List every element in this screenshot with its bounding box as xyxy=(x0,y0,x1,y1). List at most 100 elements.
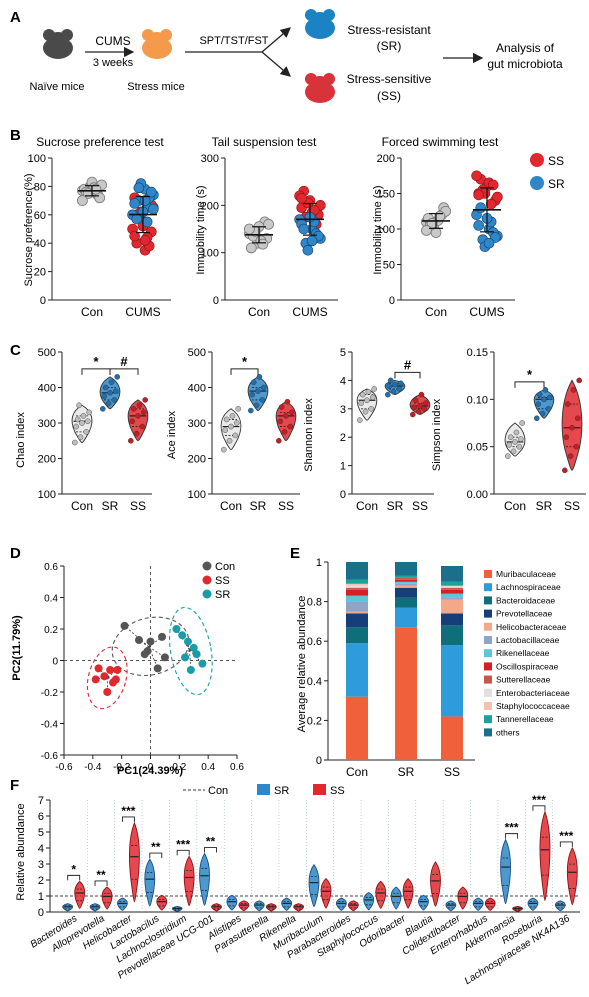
d-ytick-label: 0.6 xyxy=(44,562,58,573)
c2-point xyxy=(235,405,241,412)
e-bar-rikenellaceae xyxy=(395,581,417,584)
e-legend-label: others xyxy=(496,727,520,737)
f-violin-ss xyxy=(347,900,359,912)
f-violin-sr xyxy=(500,838,511,905)
c1-point xyxy=(83,429,90,435)
b1-ytick-label: 0 xyxy=(40,295,46,307)
d-point-ss xyxy=(91,675,100,684)
e-bar-prevotellaceae xyxy=(441,613,463,626)
c2-point xyxy=(255,388,261,394)
c3-ytick-label: 3 xyxy=(340,404,346,416)
c3-point xyxy=(358,400,365,406)
c1-point xyxy=(80,413,87,419)
b1-ytick-label: 40 xyxy=(34,238,46,250)
c1-point xyxy=(101,393,108,400)
c4-point xyxy=(519,420,526,426)
e-bar-helicobacteraceae xyxy=(346,611,368,614)
b2-ss-point xyxy=(296,192,307,204)
c3-point xyxy=(397,380,404,387)
c2-point xyxy=(275,437,282,444)
d-ytick-label: -0.4 xyxy=(41,720,59,731)
f-sig-label: * xyxy=(71,862,76,876)
c4-point xyxy=(546,394,553,401)
f-violin-sr xyxy=(418,894,429,911)
c4-point xyxy=(510,448,517,455)
d-legend-marker xyxy=(202,589,212,599)
c4-point xyxy=(539,410,546,417)
b1-sr-point xyxy=(133,182,145,194)
e-legend-swatch xyxy=(484,596,492,605)
panel-c-letter: C xyxy=(10,342,21,359)
b1-con-point xyxy=(77,195,88,207)
c1-xtick-label: Con xyxy=(71,499,93,513)
c2-point xyxy=(277,418,284,425)
c4-point xyxy=(507,434,514,441)
c4-xtick-label: Con xyxy=(504,499,526,513)
e-legend-label: Rikenellaceae xyxy=(496,648,550,658)
b2-sr-point xyxy=(298,223,310,235)
f-sig-bracket xyxy=(204,847,217,853)
c1-point xyxy=(72,439,78,446)
c3-point xyxy=(386,383,393,389)
panel-e: E Average relative abundance 00.20.40.60… xyxy=(290,545,570,779)
c3-xtick-label: Con xyxy=(356,499,378,513)
e-ytick-label: 0.6 xyxy=(307,636,322,648)
d-ylabel: PC2(11.79%) xyxy=(11,615,23,681)
f-ytick-label: 7 xyxy=(38,795,44,807)
c1-ytick-label: 200 xyxy=(38,454,56,466)
d-point-con xyxy=(134,636,143,645)
c4-point xyxy=(562,467,568,474)
b2-ytick-label: 100 xyxy=(201,248,219,260)
e-ytick-label: 0.2 xyxy=(307,715,322,727)
c1-point xyxy=(102,384,109,391)
ss-label-1: Stress-sensitive xyxy=(347,72,432,86)
e-bar-lachnospiraceae xyxy=(395,607,417,628)
e-legend-label: Oscillospiraceae xyxy=(496,661,559,671)
b-charts: 0 20 40 60 80 100 Con CUMS 0 100 200 300 Con CUMS 0 50 1… xyxy=(28,153,515,319)
e-bar-staphylococcaceae xyxy=(346,583,368,586)
b3-sr-point xyxy=(483,237,495,249)
b-legend-ss-marker xyxy=(530,153,544,167)
e-xtick-label: SS xyxy=(444,765,460,779)
e-legend-label: Helicobacteraceae xyxy=(496,622,567,632)
e-legend-swatch xyxy=(484,675,492,684)
e-legend-label: Sutterellaceae xyxy=(496,675,551,685)
e-bar-tannerellaceae xyxy=(346,579,368,584)
b1-xtick-label: CUMS xyxy=(125,305,160,319)
e-bar-others xyxy=(346,562,368,580)
d-point-ss xyxy=(94,664,103,673)
b-legend-sr: SR xyxy=(548,177,565,191)
panel-d-letter: D xyxy=(10,545,21,562)
e-legend-swatch xyxy=(484,688,492,697)
f-ytick-label: 4 xyxy=(38,843,44,855)
e-bar-oscillospiraceae xyxy=(346,589,368,596)
c3-point xyxy=(411,404,418,411)
c4-xtick-label: SR xyxy=(536,499,553,513)
c1-point xyxy=(108,379,115,385)
c2-point xyxy=(220,446,227,453)
b2-sr-point xyxy=(302,245,314,256)
c3-point xyxy=(356,417,363,423)
c3-xtick-label: SS xyxy=(412,499,428,513)
b1-ytick-label: 60 xyxy=(34,210,46,222)
c3-point xyxy=(365,388,372,395)
c2-point xyxy=(288,409,295,416)
d-point-con xyxy=(158,632,167,641)
b3-ss-point xyxy=(473,189,484,201)
c1-point xyxy=(100,405,106,412)
c2-point xyxy=(283,413,289,419)
f-sig-label: ** xyxy=(206,835,216,849)
d-point-sr xyxy=(183,637,192,646)
b3-ytick-label: 150 xyxy=(377,189,395,201)
c3-ytick-label: 5 xyxy=(340,347,346,359)
c4-point xyxy=(563,434,570,441)
analysis-label-2: gut microbiota xyxy=(487,57,563,71)
c3-point xyxy=(359,391,366,398)
d-ytick-label: -0.2 xyxy=(41,688,59,699)
b1-ytick-label: 20 xyxy=(34,267,46,279)
d-legend-label: SS xyxy=(215,575,230,587)
f-ytick-label: 5 xyxy=(38,827,44,839)
d-ytick-label: 0.4 xyxy=(44,594,58,605)
c4-point xyxy=(545,405,552,412)
